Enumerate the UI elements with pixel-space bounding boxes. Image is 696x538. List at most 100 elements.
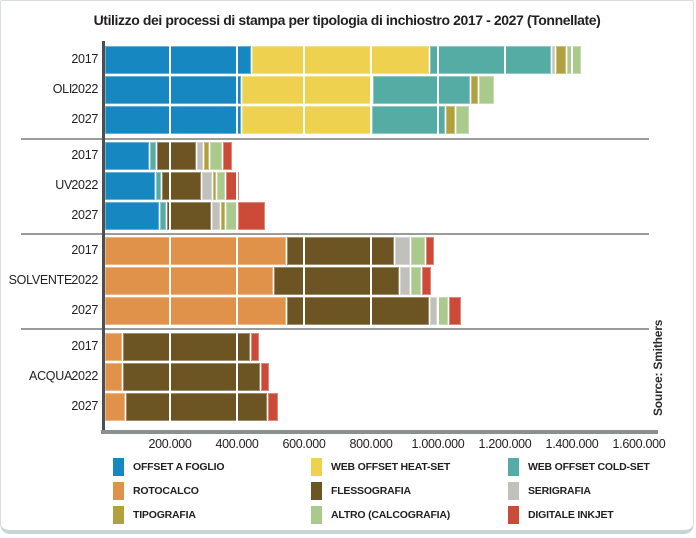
x-axis-tick-label: 1.400.000 bbox=[545, 437, 599, 451]
bar-segment-web-offset-cold-set bbox=[430, 46, 551, 74]
bar-segment-tipografia bbox=[556, 46, 567, 74]
bar-segment-altro-calcografia bbox=[225, 202, 238, 230]
legend-item-web-offset-heat-set: WEB OFFSET HEAT-SET bbox=[311, 455, 508, 479]
bar-segment-serigrafia bbox=[211, 202, 221, 230]
bar-segment-rotocalco bbox=[105, 363, 122, 391]
group-separator-line bbox=[21, 328, 649, 330]
group-label-oli: OLI bbox=[52, 82, 73, 96]
year-label-acqua-2017: 2017 bbox=[71, 339, 98, 353]
bar-segment-serigrafia bbox=[201, 172, 212, 200]
gridline bbox=[571, 44, 573, 430]
bar-segment-flessografia bbox=[167, 202, 211, 230]
bar-segment-serigrafia bbox=[196, 142, 204, 170]
legend-item-serigrafia: SERIGRAFIA bbox=[508, 479, 650, 503]
legend-swatch-icon bbox=[508, 458, 519, 476]
legend-label: FLESSOGRAFIA bbox=[331, 485, 411, 497]
year-label-uv-2017: 2017 bbox=[71, 148, 98, 162]
gridline bbox=[437, 44, 439, 430]
group-separator-line bbox=[21, 138, 649, 140]
bar-uv-2017 bbox=[105, 142, 232, 170]
x-axis-tick-label: 1.200.000 bbox=[478, 437, 532, 451]
bar-segment-rotocalco bbox=[105, 333, 122, 361]
bar-segment-flessografia bbox=[122, 363, 261, 391]
legend-item-web-offset-cold-set: WEB OFFSET COLD-SET bbox=[508, 455, 650, 479]
bar-segment-digitale-inkjet bbox=[422, 267, 431, 295]
bar-oli-2027 bbox=[105, 106, 470, 134]
bar-segment-flessografia bbox=[122, 333, 251, 361]
bar-acqua-2022 bbox=[105, 363, 270, 391]
bar-segment-serigrafia bbox=[400, 267, 411, 295]
bar-segment-digitale-inkjet bbox=[223, 142, 232, 170]
gridline bbox=[638, 44, 640, 430]
bar-segment-flessografia bbox=[126, 393, 267, 421]
bar-segment-altro-calcografia bbox=[479, 76, 495, 104]
bar-segment-web-offset-cold-set bbox=[156, 172, 162, 200]
bar-oli-2017 bbox=[105, 46, 581, 74]
bar-segment-offset-a-foglio bbox=[105, 106, 241, 134]
legend-swatch-icon bbox=[508, 482, 519, 500]
bar-uv-2022 bbox=[105, 172, 240, 200]
bar-segment-altro-calcografia bbox=[455, 106, 470, 134]
legend-item-offset-a-foglio: OFFSET A FOGLIO bbox=[113, 455, 311, 479]
legend-label: DIGITALE INKJET bbox=[528, 509, 614, 521]
legend-swatch-icon bbox=[113, 506, 124, 524]
bar-solvente-2022 bbox=[105, 267, 431, 295]
legend-swatch-icon bbox=[508, 506, 519, 524]
bar-segment-tipografia bbox=[446, 106, 455, 134]
bar-segment-offset-a-foglio bbox=[105, 46, 251, 74]
bar-segment-web-offset-cold-set bbox=[373, 76, 471, 104]
year-label-acqua-2022: 2022 bbox=[71, 369, 98, 383]
group-label-acqua: ACQUA bbox=[29, 369, 72, 383]
legend-item-tipografia: TIPOGRAFIA bbox=[113, 503, 311, 527]
group-label-solvente: SOLVENTE bbox=[8, 273, 73, 287]
bar-solvente-2017 bbox=[105, 237, 434, 265]
bar-segment-digitale-inkjet bbox=[225, 172, 240, 200]
x-axis-tick-label: 1.600.000 bbox=[612, 437, 666, 451]
bar-segment-flessografia bbox=[162, 172, 201, 200]
legend-swatch-icon bbox=[311, 482, 322, 500]
x-axis-tick-label: 200.000 bbox=[148, 437, 192, 451]
x-axis-tick-label: 600.000 bbox=[282, 437, 326, 451]
gridline bbox=[370, 44, 372, 430]
legend-label: ALTRO (CALCOGRAFIA) bbox=[331, 509, 451, 521]
gridline bbox=[236, 44, 238, 430]
x-axis-line bbox=[101, 430, 658, 434]
bar-uv-2027 bbox=[105, 202, 266, 230]
bar-segment-flessografia bbox=[286, 297, 430, 325]
year-label-oli-2017: 2017 bbox=[71, 52, 98, 66]
legend-label: ROTOCALCO bbox=[133, 485, 199, 497]
bar-segment-offset-a-foglio bbox=[105, 142, 149, 170]
gridline bbox=[504, 44, 506, 430]
bar-segment-digitale-inkjet bbox=[425, 237, 434, 265]
bar-segment-altro-calcografia bbox=[411, 237, 425, 265]
year-label-oli-2022: 2022 bbox=[71, 82, 98, 96]
y-axis-line bbox=[102, 41, 105, 431]
gridline bbox=[303, 44, 305, 430]
legend: OFFSET A FOGLIO WEB OFFSET HEAT-SET WEB OF… bbox=[113, 455, 650, 527]
legend-item-digitale-inkjet: DIGITALE INKJET bbox=[508, 503, 650, 527]
bar-segment-offset-a-foglio bbox=[105, 76, 241, 104]
bar-segment-rotocalco bbox=[105, 297, 286, 325]
bar-segment-digitale-inkjet bbox=[238, 202, 266, 230]
bar-oli-2022 bbox=[105, 76, 495, 104]
legend-label: WEB OFFSET HEAT-SET bbox=[331, 461, 451, 473]
legend-label: OFFSET A FOGLIO bbox=[133, 461, 225, 473]
bar-segment-web-offset-cold-set bbox=[159, 202, 167, 230]
bar-segment-tipografia bbox=[471, 76, 479, 104]
group-separator-line bbox=[21, 233, 649, 235]
bar-segment-web-offset-heat-set bbox=[241, 106, 371, 134]
year-label-oli-2027: 2027 bbox=[71, 112, 98, 126]
bar-segment-altro-calcografia bbox=[210, 142, 223, 170]
x-axis-tick-label: 1.000.000 bbox=[411, 437, 465, 451]
bar-segment-serigrafia bbox=[430, 297, 437, 325]
bar-segment-rotocalco bbox=[105, 237, 286, 265]
legend-label: WEB OFFSET COLD-SET bbox=[528, 461, 650, 473]
bar-segment-serigrafia bbox=[395, 237, 411, 265]
year-label-uv-2022: 2022 bbox=[71, 178, 98, 192]
gridline bbox=[169, 44, 171, 430]
bar-segment-altro-calcografia bbox=[411, 267, 422, 295]
x-axis-tick-label: 800.000 bbox=[349, 437, 393, 451]
bar-segment-digitale-inkjet bbox=[251, 333, 260, 361]
legend-swatch-icon bbox=[311, 458, 322, 476]
bar-segment-rotocalco bbox=[105, 393, 126, 421]
